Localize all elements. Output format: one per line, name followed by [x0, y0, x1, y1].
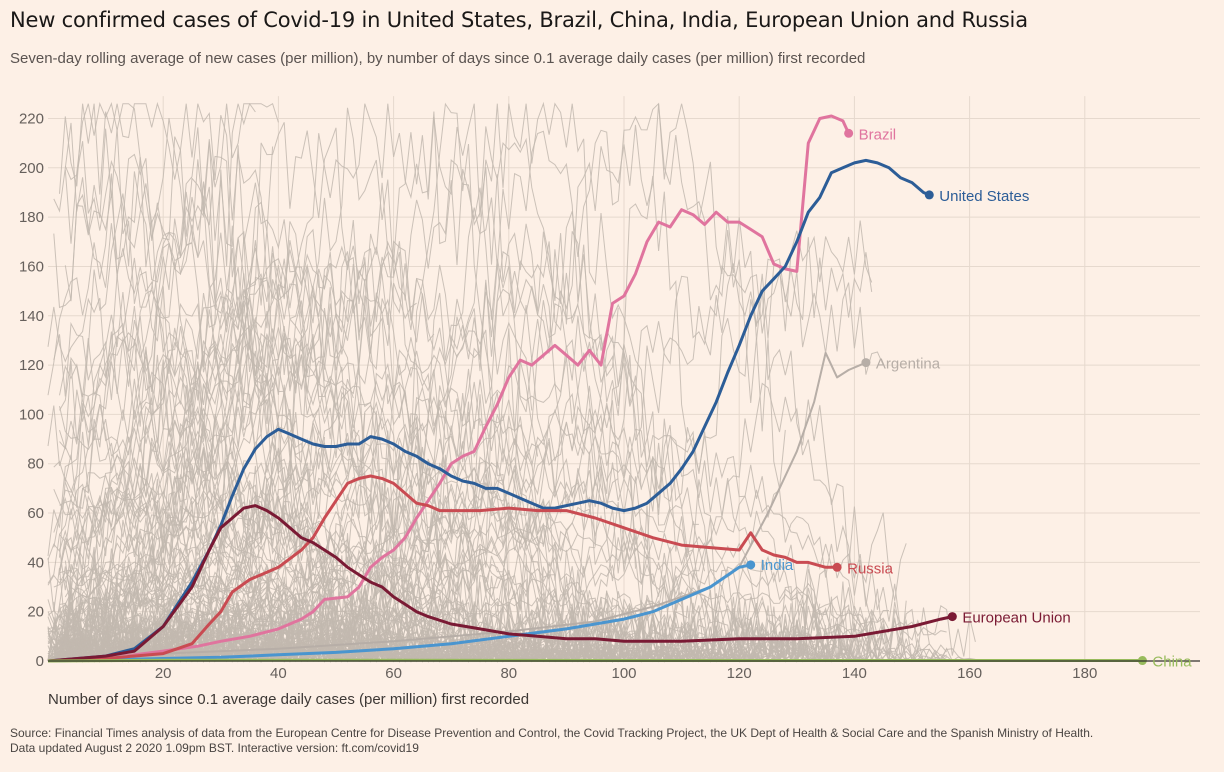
y-tick-label-20: 20: [27, 604, 44, 621]
x-tick-label-160: 160: [957, 665, 982, 682]
series-line-united-states: [47, 158, 930, 663]
series-label-russia: Russia: [847, 560, 894, 577]
series-endpoint-united-states: [924, 190, 934, 200]
x-tick-label-40: 40: [270, 665, 287, 682]
background-country-line: [47, 435, 596, 634]
background-country-line: [64, 328, 320, 601]
series-lines: [47, 114, 1147, 666]
updated-note: Data updated August 2 2020 1.09pm BST. I…: [10, 741, 419, 755]
series-line-brazil: [47, 114, 850, 663]
chart-title: New confirmed cases of Covid-19 in Unite…: [10, 8, 1028, 32]
y-tick-label-220: 220: [19, 110, 44, 127]
y-tick-label-80: 80: [27, 456, 44, 473]
background-country-line: [59, 101, 706, 663]
series-line-european-union: [47, 504, 953, 663]
series-line-russia: [47, 474, 838, 663]
y-tick-label-180: 180: [19, 209, 44, 226]
series-endpoint-india: [746, 560, 756, 570]
series-label-china: China: [1152, 654, 1192, 671]
background-country-line: [53, 103, 861, 662]
x-tick-label-80: 80: [500, 665, 517, 682]
x-tick-label-140: 140: [842, 665, 867, 682]
covid-cases-chart: 0 20 40 60 80 100 120 140 160 180 200 220 20 40 60 80 10…: [19, 96, 1200, 708]
background-country-line: [53, 491, 452, 651]
series-label-brazil: Brazil: [859, 126, 897, 143]
y-tick-label-100: 100: [19, 406, 44, 423]
background-country-lines: [47, 101, 976, 663]
y-tick-label-140: 140: [19, 308, 44, 325]
background-country-line: [53, 159, 636, 663]
series-endpoint-russia: [832, 562, 842, 572]
series-endpoint-argentina: [861, 358, 871, 368]
series-label-european-union: European Union: [962, 610, 1070, 627]
background-country-line: [53, 249, 417, 508]
background-country-line: [59, 240, 533, 591]
y-tick-label-0: 0: [36, 653, 44, 670]
background-country-line: [59, 103, 930, 663]
series-label-india: India: [761, 557, 794, 574]
y-tick-label-60: 60: [27, 505, 44, 522]
series-label-united-states: United States: [939, 188, 1029, 205]
y-tick-label-200: 200: [19, 160, 44, 177]
axis: 0 20 40 60 80 100 120 140 160 180 200 220 20 40 60 80 10…: [19, 110, 1200, 708]
background-country-line: [64, 250, 435, 648]
series-endpoint-european-union: [947, 612, 957, 622]
series-endpoint-brazil: [844, 128, 854, 138]
background-country-line: [47, 103, 256, 663]
x-tick-label-20: 20: [155, 665, 172, 682]
background-country-line: [47, 512, 855, 663]
background-country-line: [64, 593, 406, 654]
series-line-india: [47, 563, 752, 663]
background-country-line: [53, 321, 331, 593]
x-tick-label-100: 100: [611, 665, 636, 682]
y-tick-label-40: 40: [27, 554, 44, 571]
background-country-line: [64, 246, 492, 662]
series-label-argentina: Argentina: [876, 356, 941, 373]
x-tick-label-60: 60: [385, 665, 402, 682]
background-country-line: [59, 531, 469, 626]
background-country-line: [59, 332, 970, 663]
source-note: Source: Financial Times analysis of data…: [10, 726, 1094, 740]
background-country-line: [47, 297, 412, 660]
background-country-line: [53, 122, 366, 519]
background-country-line: [65, 240, 907, 663]
background-country-line: [59, 392, 890, 663]
background-country-line: [59, 489, 440, 663]
background-country-line: [59, 101, 268, 280]
x-tick-label-120: 120: [727, 665, 752, 682]
series-labels: Brazil United States Argentina India Russia E…: [761, 126, 1193, 670]
chart-subtitle: Seven-day rolling average of new cases (…: [10, 50, 866, 67]
footer: Source: Financial Times analysis of data…: [10, 726, 1093, 756]
y-tick-label-120: 120: [19, 357, 44, 374]
x-tick-label-180: 180: [1072, 665, 1097, 682]
background-country-line: [59, 635, 705, 662]
x-axis-label: Number of days since 0.1 average daily c…: [48, 691, 529, 708]
y-tick-label-160: 160: [19, 258, 44, 275]
